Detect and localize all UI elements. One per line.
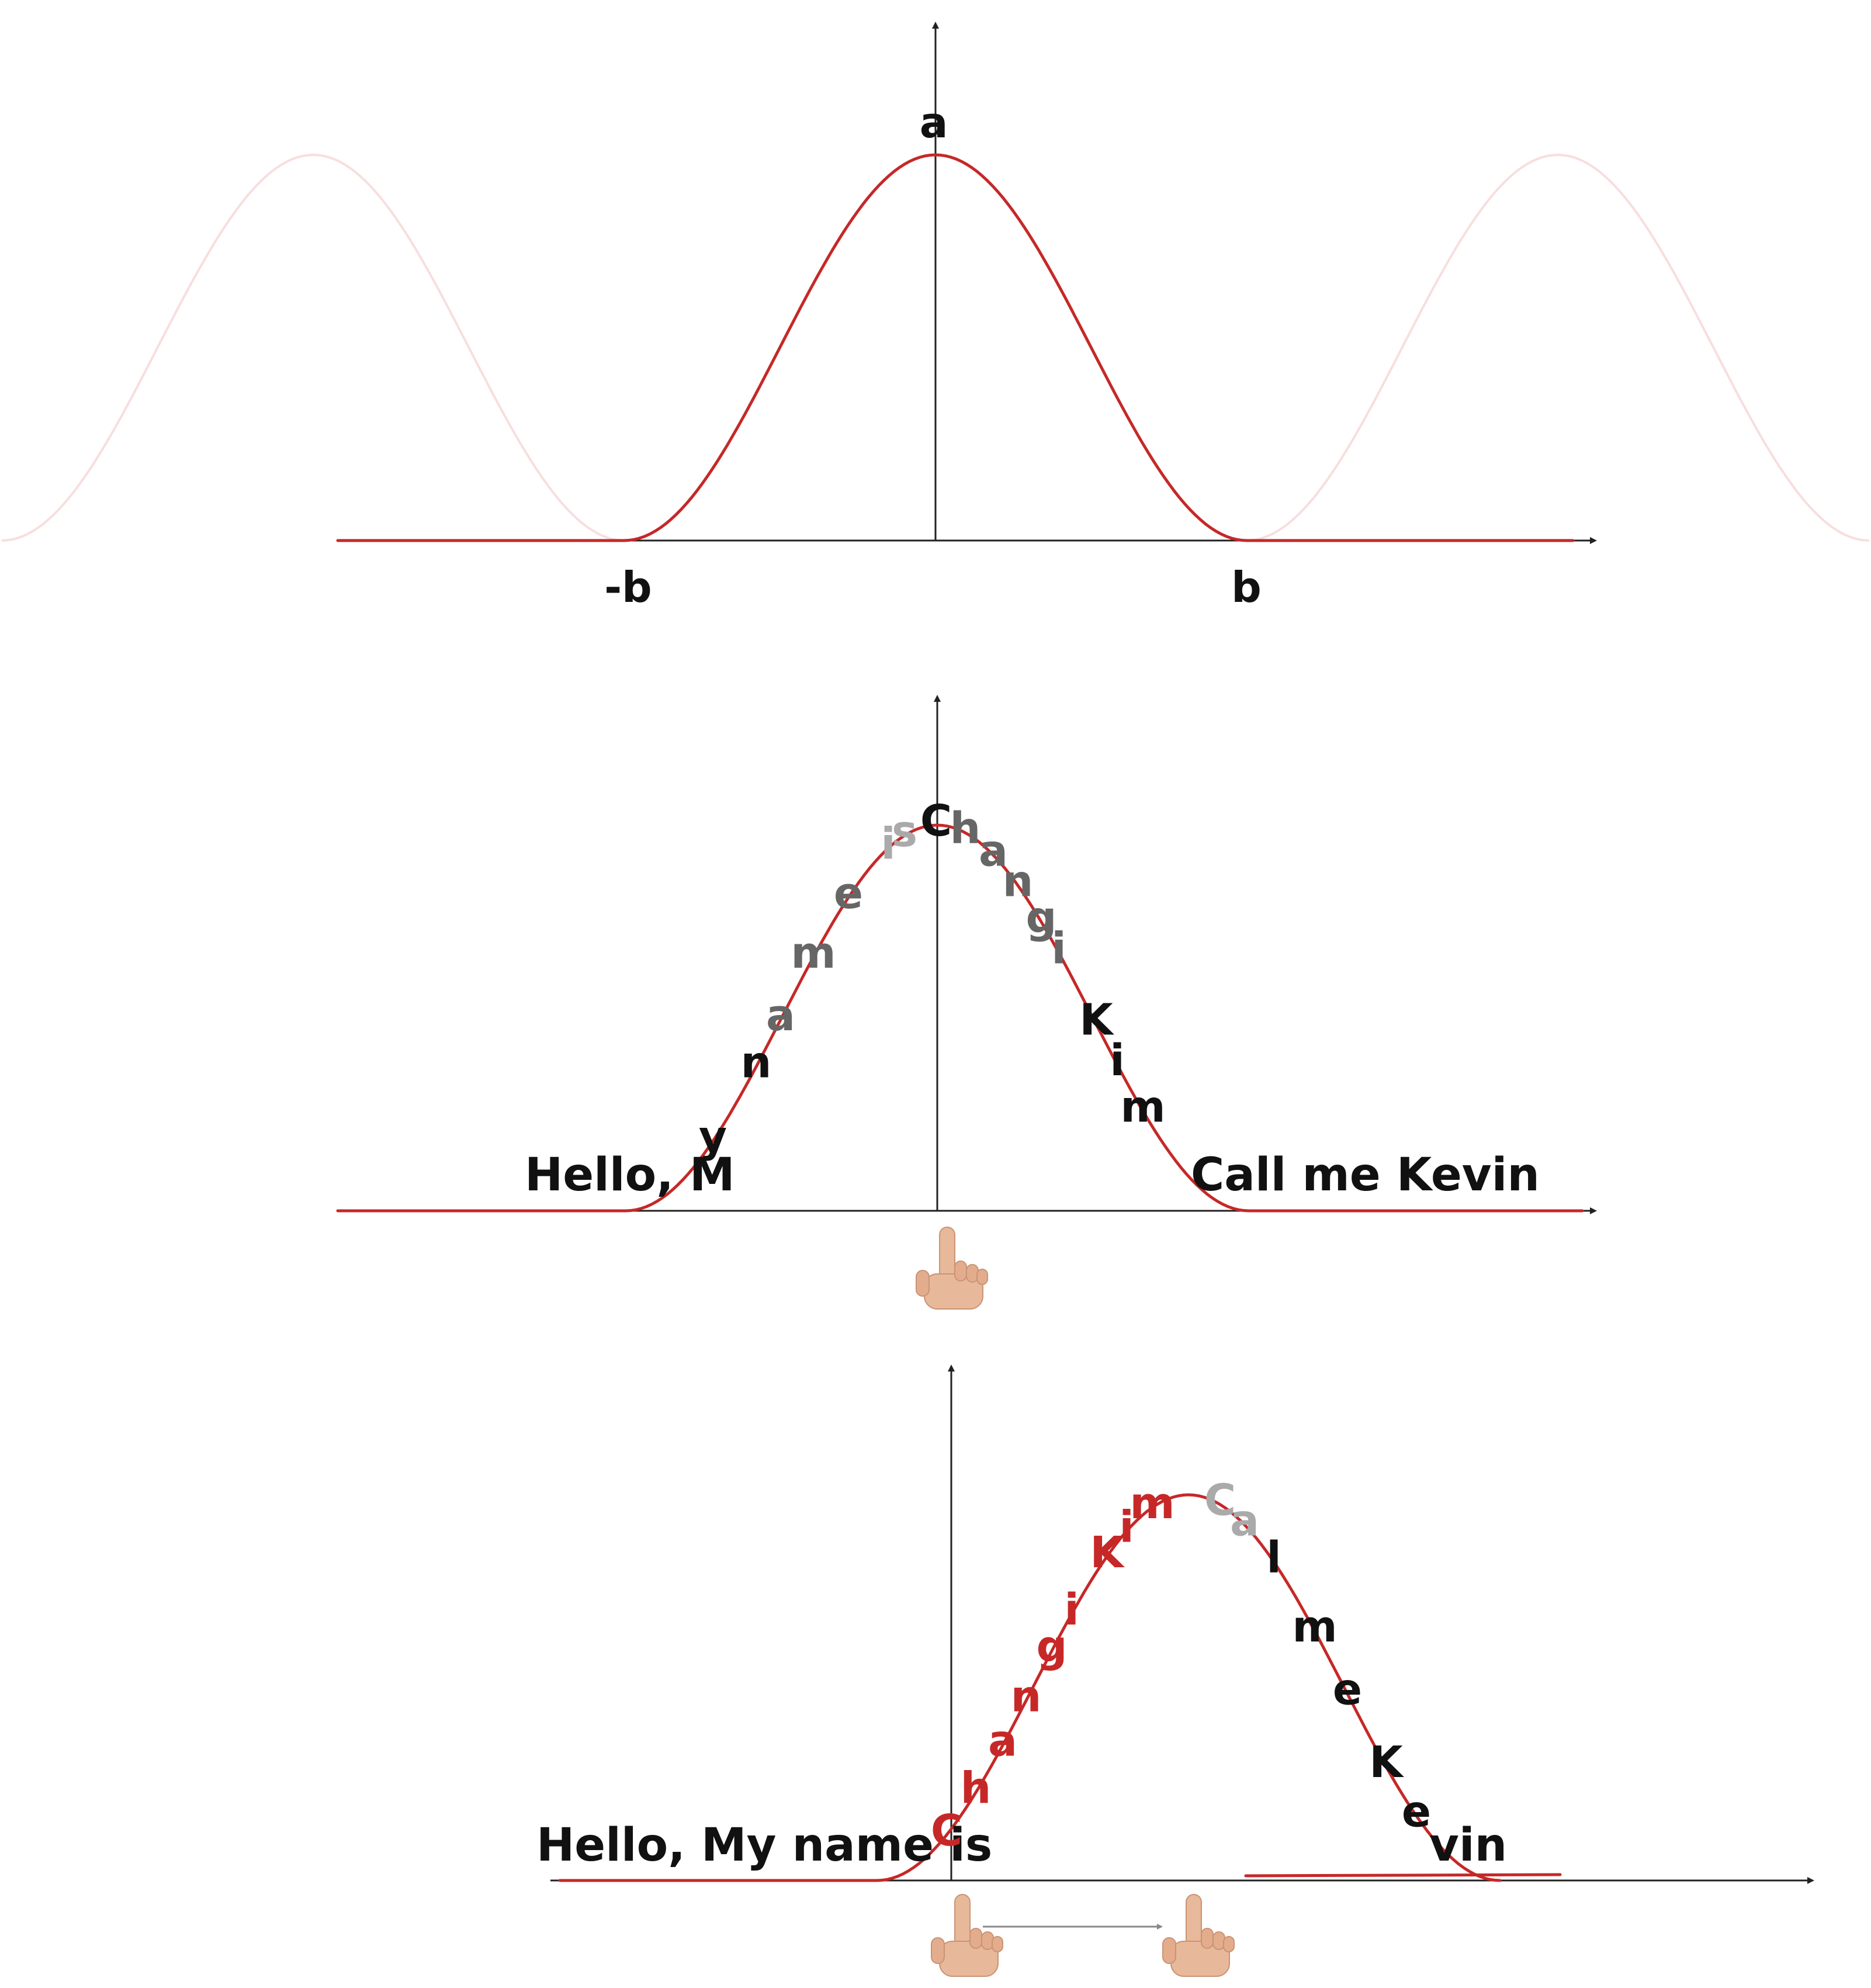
curve-glyph: i [1064,1585,1079,1635]
curve-glyph: m [791,928,836,978]
curve-glyph: K [1090,1528,1125,1578]
curve-glyph: i [1051,923,1066,974]
curve-glyph: m [1292,1602,1337,1652]
curve-glyph: m [1129,1478,1174,1529]
curve-glyph: a [979,826,1008,876]
curve-glyph: a [1230,1495,1259,1546]
hand-pointer-icon [916,1227,988,1310]
left-sentence: Hello, My name is [536,1819,992,1872]
bump-curve [336,153,1575,542]
curve-glyph: K [1079,995,1114,1045]
curve-glyph: n [1011,1671,1042,1722]
left-sentence: Hello, M [525,1149,735,1201]
peak-label-a: a [920,98,948,147]
curve-glyph: e [834,868,863,919]
curve-glyph: a [766,990,795,1041]
curve-glyph: C [920,796,952,846]
curve-glyph: K [1369,1737,1404,1788]
curve-glyph: s [892,806,917,857]
curve-glyph: g [1037,1622,1068,1672]
hand-pointer-icon [1162,1894,1235,1977]
curve-glyph: y [699,1112,727,1162]
curve-glyph: e [1333,1665,1362,1715]
curve-glyph: g [1026,893,1057,943]
curve-glyph: i [881,819,895,870]
right-sentence: vin [1429,1819,1507,1872]
curve-glyph: i [1119,1502,1134,1552]
curve-glyph: m [1120,1082,1165,1132]
bump-curve [336,823,1584,1213]
curve-glyph: C [931,1806,962,1856]
curve-glyph: C [1204,1476,1236,1526]
hand-pointer-icon [931,1894,1003,1977]
curve-glyph: n [1003,856,1034,906]
curve-glyph: a [988,1716,1017,1767]
curve-glyph: l [1266,1533,1281,1583]
ghost-bump-left [1,153,625,542]
shifted-bump-curve [558,1493,1502,1882]
flat-baseline-segment [1244,1873,1562,1878]
right-root-label: b [1231,563,1262,612]
curve-glyph: n [741,1038,772,1088]
curve-glyph: e [1402,1787,1431,1837]
curve-glyph: i [1110,1035,1124,1086]
right-sentence: Call me Kevin [1191,1149,1540,1201]
panel-1: a -b b [1,22,1870,612]
curve-glyph: h [961,1763,992,1813]
left-root-label: -b [604,563,652,612]
ghost-bump-right [1246,153,1870,542]
curve-glyph: h [950,803,981,854]
